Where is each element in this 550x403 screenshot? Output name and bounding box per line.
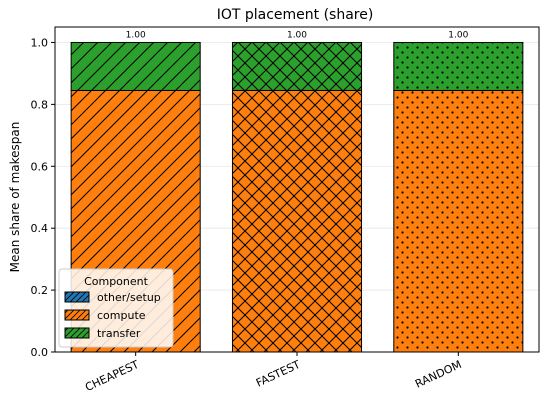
total-labels: 1.00 1.00 1.00 — [126, 30, 469, 40]
bar-total-label: 1.00 — [126, 30, 146, 40]
bar-hatch-random-2 — [393, 41, 524, 91]
x-tick-label-cheapest: CHEAPEST — [83, 358, 141, 394]
bar-total-label: 1.00 — [287, 30, 307, 40]
x-axis-ticks: CHEAPEST FASTEST RANDOM — [83, 352, 464, 394]
y-tick-label: 0.0 — [31, 346, 49, 359]
bar-hatch-fastest-1 — [231, 89, 363, 353]
y-tick-label: 1.0 — [31, 36, 49, 49]
x-tick-label-random: RANDOM — [413, 358, 463, 391]
bar-total-label: 1.00 — [448, 30, 468, 40]
y-axis-title: Mean share of makespan — [8, 122, 22, 273]
bar-hatch-cheapest-2 — [70, 41, 201, 91]
y-tick-label: 0.6 — [31, 160, 49, 173]
legend: Component other/setup compute transfer — [58, 268, 174, 348]
legend-swatch-hatch-0 — [64, 291, 90, 303]
y-axis-ticks: 0.0 0.2 0.4 0.6 0.8 1.0 — [31, 36, 55, 359]
legend-label-0: other/setup — [97, 291, 161, 304]
chart-title: IOT placement (share) — [217, 7, 374, 23]
x-tick-label-fastest: FASTEST — [254, 358, 303, 390]
legend-swatch-hatch-1 — [64, 309, 90, 321]
legend-label-2: transfer — [97, 327, 141, 340]
bar-hatch-random-1 — [393, 89, 524, 353]
bar-hatch-fastest-2 — [231, 41, 363, 91]
y-tick-label: 0.8 — [31, 98, 49, 111]
legend-title: Component — [84, 275, 149, 288]
legend-swatch-hatch-2 — [64, 327, 90, 339]
legend-label-1: compute — [97, 309, 146, 322]
bars — [70, 41, 524, 353]
y-tick-label: 0.2 — [31, 284, 49, 297]
y-tick-label: 0.4 — [31, 222, 49, 235]
